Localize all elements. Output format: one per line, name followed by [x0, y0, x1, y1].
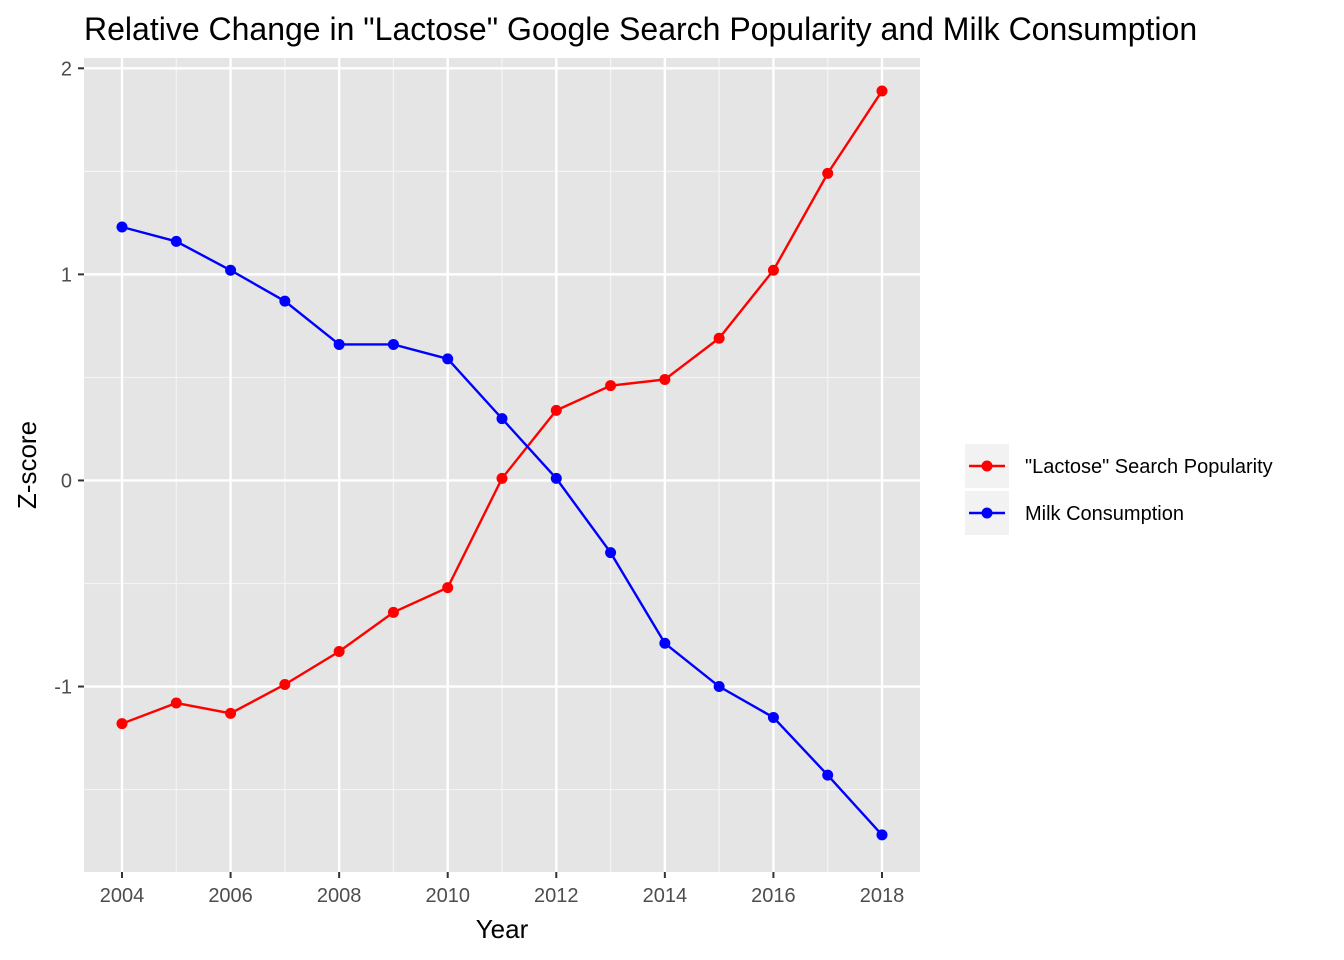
data-point: [279, 678, 291, 690]
y-axis-title: Z-score: [12, 421, 42, 509]
data-point: [550, 404, 562, 416]
grid-lines: [84, 58, 920, 872]
y-tick-label: 1: [61, 264, 72, 286]
data-point: [333, 645, 345, 657]
x-tick-label: 2010: [425, 885, 470, 907]
data-point: [387, 338, 399, 350]
x-axis-title: Year: [476, 914, 529, 944]
data-point: [170, 235, 182, 247]
data-point: [659, 637, 671, 649]
series-layer: [116, 85, 888, 841]
y-tick-label: -1: [54, 677, 72, 699]
data-point: [170, 697, 182, 709]
data-point: [767, 711, 779, 723]
data-point: [550, 472, 562, 484]
y-tick-label: 2: [61, 58, 72, 80]
data-point: [767, 264, 779, 276]
x-tick-label: 2004: [100, 885, 145, 907]
data-point: [713, 332, 725, 344]
series-0: [116, 85, 888, 730]
x-tick-label: 2006: [208, 885, 253, 907]
axes: 2004 2006 2008 2010 2012 2014 2016 2018 -1 0 1 2: [54, 58, 904, 907]
x-tick-label: 2018: [860, 885, 905, 907]
data-point: [659, 373, 671, 385]
data-point: [442, 582, 454, 594]
data-point: [387, 606, 399, 618]
data-point: [116, 718, 128, 730]
data-point: [225, 707, 237, 719]
data-point: [876, 829, 888, 841]
legend: "Lactose" Search Popularity Milk Consumpt…: [965, 444, 1273, 535]
chart-title: Relative Change in "Lactose" Google Sear…: [84, 11, 1197, 47]
data-point: [713, 681, 725, 693]
data-point: [442, 353, 454, 365]
data-point: [279, 295, 291, 307]
data-point: [822, 769, 834, 781]
data-point: [876, 85, 888, 97]
data-point: [225, 264, 237, 276]
y-tick-label: 0: [61, 470, 72, 492]
data-point: [605, 380, 617, 392]
x-tick-label: 2008: [317, 885, 362, 907]
series-1: [116, 221, 888, 841]
data-point: [496, 413, 508, 425]
data-point: [333, 338, 345, 350]
legend-item: "Lactose" Search Popularity: [965, 444, 1273, 488]
data-point: [605, 547, 617, 559]
x-tick-label: 2014: [643, 885, 688, 907]
legend-key-point: [981, 507, 993, 519]
data-point: [496, 472, 508, 484]
legend-label: "Lactose" Search Popularity: [1025, 456, 1273, 478]
legend-item: Milk Consumption: [965, 491, 1184, 535]
x-tick-label: 2012: [534, 885, 579, 907]
legend-key-point: [981, 460, 993, 472]
legend-label: Milk Consumption: [1025, 503, 1184, 525]
x-tick-label: 2016: [751, 885, 796, 907]
data-point: [822, 167, 834, 179]
data-point: [116, 221, 128, 233]
